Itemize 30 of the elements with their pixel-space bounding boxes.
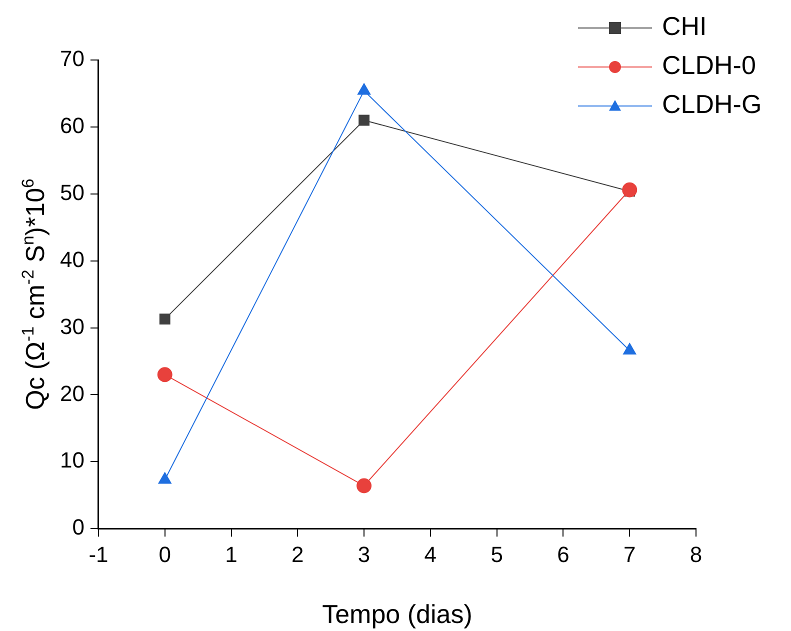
y-axis-title: Qc (Ω-1 cm-2 Sn)*106	[18, 178, 50, 410]
point	[358, 114, 370, 126]
y-tick-label: 70	[60, 46, 84, 72]
point	[623, 343, 636, 355]
legend-label: CLDH-0	[662, 50, 756, 80]
x-axis-title: Tempo (dias)	[322, 599, 472, 629]
y-tick-label: 30	[60, 314, 84, 339]
y-tick-label: 50	[60, 180, 84, 205]
x-tick-label: 3	[358, 542, 370, 567]
y-tick-label: 40	[60, 246, 84, 272]
x-tick-label: 6	[557, 542, 570, 567]
x-tick-label: 2	[292, 542, 304, 567]
y-tick-label: 20	[60, 380, 84, 406]
point	[159, 314, 170, 325]
legend-label: CHI	[662, 11, 707, 42]
y-tick-label: 10	[60, 448, 84, 473]
point	[158, 472, 172, 484]
x-tick-label: 5	[490, 542, 503, 567]
point	[622, 182, 638, 198]
x-tick-label: 0	[158, 542, 171, 567]
point	[157, 367, 172, 382]
y-tick-label: 60	[60, 113, 84, 138]
legend-label: CLDH-G	[662, 89, 762, 120]
x-tick-label: -1	[88, 542, 108, 567]
x-tick-label: 4	[424, 542, 437, 567]
point	[356, 478, 372, 494]
y-tick-label: 0	[72, 514, 84, 540]
x-tick-label: 8	[690, 542, 702, 567]
x-tick-label: 7	[623, 542, 636, 567]
x-tick-label: 1	[225, 542, 238, 567]
